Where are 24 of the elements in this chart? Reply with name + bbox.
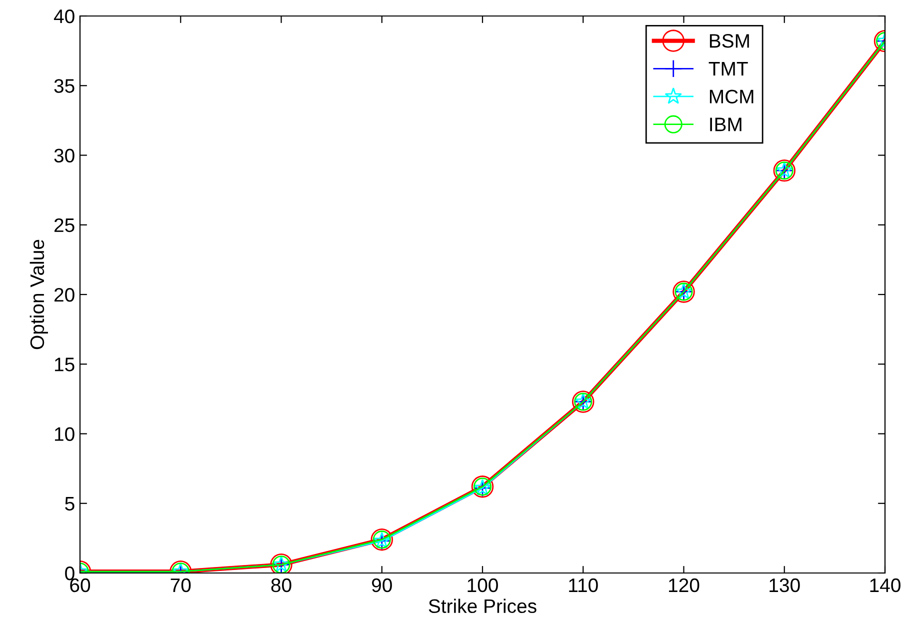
- x-axis-title: Strike Prices: [428, 598, 536, 614]
- y-tick-label: 20: [54, 288, 74, 302]
- y-axis-title: Option Value: [30, 240, 48, 350]
- x-tick-label: 100: [468, 578, 498, 592]
- y-tick-label: 10: [54, 427, 74, 441]
- y-tick-label: 35: [54, 79, 74, 93]
- x-tick-label: 120: [669, 578, 700, 592]
- legend-label: BSM: [710, 34, 749, 48]
- y-tick-label: 25: [54, 218, 74, 232]
- x-tick-label: 90: [372, 578, 392, 592]
- legend-label: IBM: [710, 118, 742, 132]
- x-tick-label: 80: [271, 578, 292, 592]
- y-tick-label: 40: [54, 9, 74, 24]
- y-tick-label: 30: [54, 148, 74, 162]
- y-tick-label: 15: [54, 358, 74, 372]
- x-tick-label: 130: [770, 578, 800, 592]
- x-tick-label: 60: [70, 578, 90, 592]
- y-tick-label: 0: [65, 566, 74, 580]
- legend-label: MCM: [710, 90, 754, 104]
- legend-label: TMT: [708, 62, 748, 76]
- x-tick-label: 110: [569, 578, 598, 592]
- y-tick-label: 5: [65, 497, 74, 511]
- x-tick-label: 140: [870, 578, 900, 592]
- x-tick-label: 70: [170, 578, 191, 592]
